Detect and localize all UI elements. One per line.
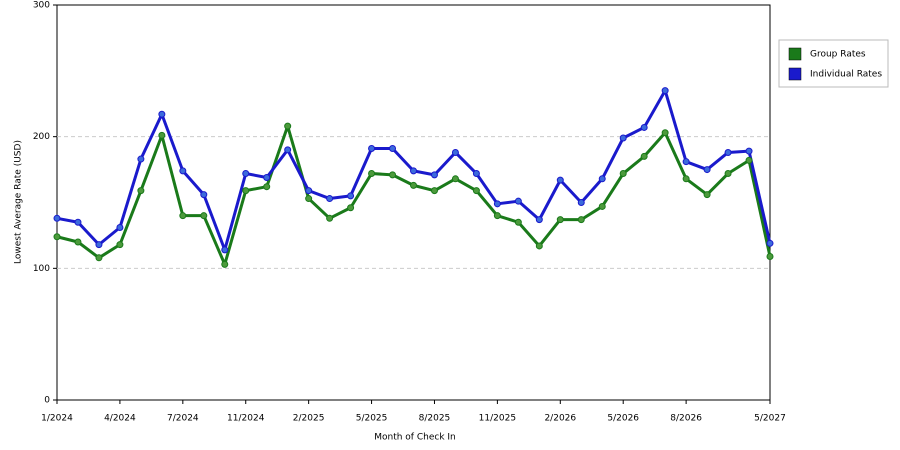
legend-label: Group Rates [810,50,866,60]
point [451,175,459,183]
x-tick-label: 11/2025 [479,414,516,424]
point [137,155,145,163]
point [389,145,397,153]
point [347,192,355,200]
legend-swatch [788,67,802,81]
point [619,134,627,142]
legend-swatch [788,47,802,61]
point [95,254,103,262]
x-tick-label: 4/2024 [104,414,136,424]
x-tick-label: 2/2026 [544,414,576,424]
point [430,187,438,195]
point [472,187,480,195]
point [514,197,522,205]
point [598,202,606,210]
point [368,145,376,153]
point [577,199,585,206]
point [74,238,82,246]
point [200,212,208,220]
point [137,187,145,195]
point [724,148,732,156]
point [556,176,564,184]
point [53,214,61,222]
point [284,122,292,130]
point [640,152,648,160]
plot-area [56,4,771,401]
point [158,110,166,118]
point [368,170,376,178]
point [116,224,124,232]
x-tick-label: 8/2026 [670,414,702,424]
point [703,191,711,199]
y-axis-title: Lowest Average Rate (USD) [14,140,24,264]
point [493,212,501,220]
point [263,173,271,181]
point [305,195,313,203]
point [661,87,669,95]
point [640,123,648,131]
point [577,216,585,224]
point [53,233,61,241]
point [451,148,459,156]
point [221,260,229,268]
point [514,218,522,226]
y-tick-label: 100 [33,264,50,274]
point [745,147,753,155]
point [284,146,292,154]
point [95,241,103,249]
point [305,187,313,195]
y-tick-label: 0 [44,396,50,406]
point [200,191,208,199]
point [74,218,82,226]
point [326,214,334,222]
point [326,195,334,203]
point [661,129,669,137]
point [389,171,397,179]
x-tick-label: 1/2024 [41,414,73,424]
point [158,131,166,139]
y-tick-label: 300 [33,1,50,11]
point [263,183,271,191]
point [410,167,417,175]
point [242,187,250,195]
legend-label: Individual Rates [810,70,882,80]
point [242,170,250,178]
x-tick-label: 2/2025 [293,414,325,424]
x-tick-label: 5/2025 [356,414,388,424]
x-tick-label: 5/2026 [607,414,639,424]
point [703,166,711,174]
point [682,158,690,166]
point [766,252,774,260]
point [766,239,774,247]
point [430,171,438,179]
point [472,170,480,178]
x-tick-label: 5/2027 [754,414,786,424]
point [493,200,501,208]
point [619,170,627,178]
point [116,241,124,249]
point [724,170,732,178]
point [347,204,355,212]
point [179,167,187,175]
point [535,216,543,224]
point [535,242,543,250]
x-axis-title: Month of Check In [374,433,456,443]
x-tick-label: 7/2024 [167,414,199,424]
x-tick-label: 11/2024 [227,414,265,424]
point [598,175,606,183]
point [556,216,564,224]
y-tick-label: 200 [33,132,50,142]
x-tick-label: 8/2025 [419,414,451,424]
point [682,175,690,183]
point [179,212,187,220]
point [745,156,753,164]
point [410,181,417,189]
point [221,246,229,254]
